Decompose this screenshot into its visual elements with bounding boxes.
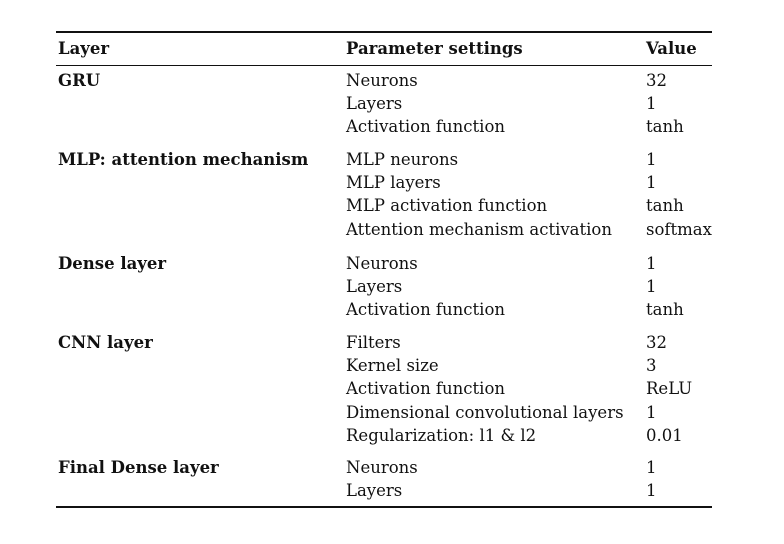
table-row: Activation function ReLU [56,377,712,400]
param-value: softmax [646,219,712,239]
table-row: Activation function tanh [56,298,712,321]
param-name: MLP layers [346,173,441,193]
param-value: 1 [646,277,657,297]
param-value: tanh [646,196,684,216]
layer-name: CNN layer [58,333,153,352]
layer-name: GRU [58,71,101,90]
group-mlp-attention: MLP: attention mechanism MLP neurons 1 M… [56,148,712,241]
param-name: Regularization: l1 & l2 [346,425,537,445]
param-name: MLP neurons [346,150,459,169]
layer-name: MLP: attention mechanism [58,150,309,169]
group-gru: GRU Neurons 32 Layers 1 Activation funct… [56,69,712,139]
param-value: ReLU [646,379,693,399]
param-name: Layers [346,481,403,501]
param-value: 1 [646,402,657,422]
table-top-rule [56,31,712,33]
table-header-row: Layer Parameter settings Value [56,37,712,60]
param-name: MLP activation function [346,196,548,216]
header-layer: Layer [58,39,110,58]
table-row: Regularization: l1 & l2 0.01 [56,424,712,447]
param-name: Filters [346,333,401,352]
param-value: tanh [646,300,684,320]
param-name: Kernel size [346,356,439,376]
param-value: 1 [646,150,657,169]
table-row: Final Dense layer Neurons 1 [56,456,712,479]
param-value: 32 [646,71,667,90]
table-row: Kernel size 3 [56,354,712,377]
table-row: Dimensional convolutional layers 1 [56,401,712,424]
param-name: Layers [346,94,403,114]
table-row: MLP activation function tanh [56,194,712,217]
table-header-rule [56,65,712,66]
param-value: tanh [646,117,684,137]
layer-name: Final Dense layer [58,458,219,477]
param-name: Layers [346,277,403,297]
table-row: Layers 1 [56,479,712,502]
param-name: Dimensional convolutional layers [346,402,624,422]
param-value: 1 [646,458,657,477]
table-row: CNN layer Filters 32 [56,331,712,354]
layer-name: Dense layer [58,254,167,273]
table-bottom-rule [56,506,712,508]
group-cnn-layer: CNN layer Filters 32 Kernel size 3 Activ… [56,331,712,447]
table-row: Layers 1 [56,275,712,298]
param-name: Activation function [346,117,506,137]
table-row: Layers 1 [56,92,712,115]
param-value: 3 [646,356,657,376]
table-row: Dense layer Neurons 1 [56,252,712,275]
param-value: 1 [646,254,657,273]
table-row: MLP layers 1 [56,171,712,194]
param-value: 1 [646,481,657,501]
header-value: Value [646,39,697,58]
param-name: Neurons [346,254,418,273]
param-value: 32 [646,333,667,352]
table-row: GRU Neurons 32 [56,69,712,92]
param-name: Activation function [346,379,506,399]
param-name: Attention mechanism activation [346,219,612,239]
group-final-dense-layer: Final Dense layer Neurons 1 Layers 1 [56,456,712,502]
header-parameter-settings: Parameter settings [346,39,523,58]
param-name: Activation function [346,300,506,320]
param-value: 1 [646,94,657,114]
group-dense-layer: Dense layer Neurons 1 Layers 1 Activatio… [56,252,712,322]
param-name: Neurons [346,458,418,477]
table-row: Activation function tanh [56,115,712,138]
param-value: 0.01 [646,425,683,445]
param-name: Neurons [346,71,418,90]
param-value: 1 [646,173,657,193]
table-row: MLP: attention mechanism MLP neurons 1 [56,148,712,171]
table-row: Attention mechanism activation softmax [56,218,712,241]
